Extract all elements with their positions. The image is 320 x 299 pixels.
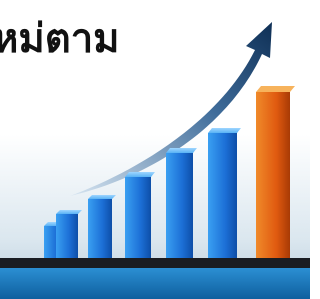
- bar-top: [88, 195, 116, 199]
- bar-top: [256, 86, 295, 92]
- blue-band: [0, 268, 310, 299]
- dark-band: [0, 258, 310, 268]
- illustration: หม่ตาม: [0, 0, 310, 299]
- page: หม่ตาม (() => { const data = JSON.parse(…: [0, 0, 310, 299]
- bar: [88, 199, 112, 266]
- bar: [166, 153, 193, 266]
- bar-top: [125, 172, 155, 177]
- bar: [256, 92, 290, 266]
- bar-top: [166, 148, 197, 153]
- bar: [125, 177, 151, 266]
- bar-top: [208, 128, 241, 133]
- bar-top: [56, 210, 82, 214]
- headline: หม่ตาม: [0, 16, 120, 62]
- bar: [208, 133, 237, 266]
